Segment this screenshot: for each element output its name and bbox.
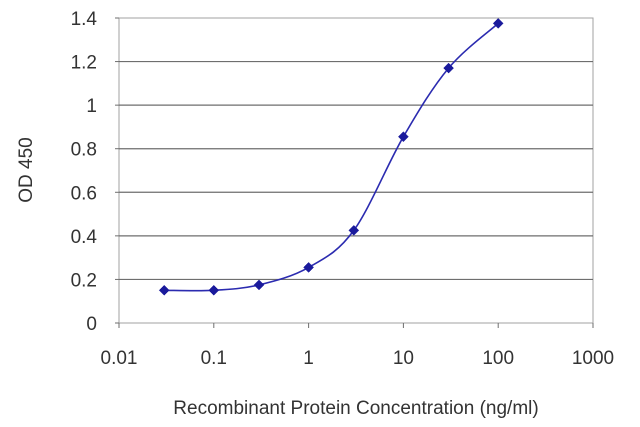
fit-curve [164,22,499,292]
data-point [492,18,504,29]
y-tick-label: 1 [86,96,97,117]
data-point [253,279,265,291]
y-tick-label: 0.6 [71,183,97,204]
gridlines [119,60,593,281]
x-axis-title: Recombinant Protein Concentration (ng/ml… [173,398,538,419]
x-tick-label: 10 [393,348,414,369]
x-tick-label: 1 [303,348,314,369]
x-tick-label: 0.01 [101,348,138,369]
x-tick-label: 1000 [572,348,614,369]
data-point [443,62,454,74]
x-axis-ticks: 0.01 0.1 1 10 100 1000 [101,323,614,369]
plot-area [118,17,594,324]
data-point [303,262,314,273]
data-point [348,225,360,236]
y-tick-label: 0 [86,314,97,335]
y-tick-label: 0.4 [71,227,98,248]
x-tick-label: 0.1 [201,348,227,369]
y-axis-title: OD 450 [16,137,37,202]
y-axis-ticks: 0 0.2 0.4 0.6 0.8 1 1.2 1.4 [71,9,119,335]
y-tick-label: 1.4 [71,9,98,30]
data-point [158,284,170,296]
y-tick-label: 0.8 [71,140,97,161]
y-tick-label: 0.2 [71,270,97,291]
data-points [158,18,504,296]
x-tick-label: 100 [482,348,514,369]
data-point [208,284,220,296]
y-tick-label: 1.2 [71,53,97,74]
data-point [398,131,409,143]
